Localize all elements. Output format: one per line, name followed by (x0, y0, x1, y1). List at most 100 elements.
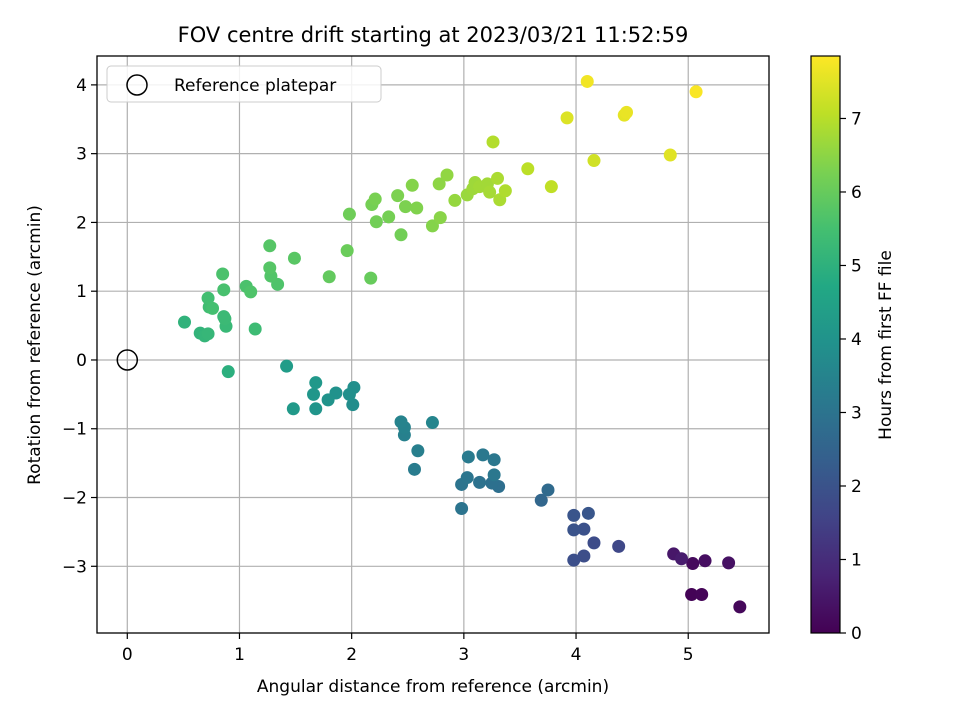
data-point (460, 471, 474, 485)
data-point (567, 508, 581, 522)
colorbar-tick-label: 3 (851, 403, 862, 423)
x-axis-label: Angular distance from reference (arcmin) (257, 677, 609, 697)
data-point (695, 587, 709, 601)
data-point (473, 475, 487, 489)
data-point (263, 261, 277, 275)
y-tick-label: −2 (62, 489, 87, 509)
data-point (410, 201, 424, 215)
x-tick-label: 4 (571, 645, 582, 665)
data-point (342, 207, 356, 221)
data-point (534, 493, 548, 507)
data-point (364, 271, 378, 285)
y-tick-label: 4 (76, 76, 87, 96)
data-point (521, 162, 535, 176)
data-point (541, 483, 555, 497)
grid (97, 56, 769, 633)
legend: Reference platepar (106, 65, 382, 103)
data-point (201, 327, 215, 341)
data-point (340, 244, 354, 258)
data-point (287, 251, 301, 265)
y-tick-label: 3 (76, 145, 87, 165)
data-point (322, 270, 336, 284)
data-point (342, 387, 356, 401)
data-point (217, 310, 231, 324)
data-point (425, 416, 439, 430)
x-tick-label: 1 (234, 645, 245, 665)
data-point (476, 448, 490, 462)
y-tick-label: 0 (76, 351, 87, 371)
data-point (448, 193, 462, 207)
data-point (698, 554, 712, 568)
data-point (620, 105, 634, 119)
data-point (663, 148, 677, 162)
colorbar-ticks: 0 1 2 3 4 5 6 7 (840, 109, 862, 644)
data-point (689, 85, 703, 99)
colorbar-tick-label: 6 (851, 183, 862, 203)
data-point (581, 506, 595, 520)
data-point (206, 301, 220, 315)
plot-frame (96, 55, 770, 634)
y-axis-label: Rotation from reference (arcmin) (25, 205, 45, 485)
legend-box (106, 65, 382, 103)
colorbar-tick-label: 2 (851, 477, 862, 497)
data-point (686, 557, 700, 571)
data-point (309, 402, 323, 416)
data-point (612, 539, 626, 553)
data-point (286, 402, 300, 416)
x-tick-label: 3 (458, 645, 469, 665)
data-point (487, 468, 501, 482)
legend-marker-ring (126, 74, 148, 96)
data-point (674, 552, 688, 566)
data-point (391, 189, 405, 203)
data-point (217, 283, 231, 297)
data-point (560, 111, 574, 125)
colorbar: 0 1 2 3 4 5 6 7 Hours from first FF file (810, 55, 896, 644)
data-point (394, 415, 408, 429)
data-point (544, 180, 558, 194)
data-point (567, 523, 581, 537)
colorbar-gradient (811, 56, 840, 633)
data-point (491, 171, 505, 185)
y-tick-label: −3 (62, 557, 87, 577)
data-point (455, 502, 469, 516)
data-point (587, 536, 601, 550)
data-point (577, 522, 591, 536)
data-point (201, 291, 215, 305)
data-point (309, 376, 323, 390)
colorbar-frame (810, 55, 841, 634)
legend-label: Reference platepar (174, 76, 336, 96)
data-point (178, 315, 192, 329)
data-point (487, 453, 501, 467)
x-tick-label: 0 (122, 645, 133, 665)
data-point (216, 267, 230, 281)
colorbar-tick-label: 1 (851, 550, 862, 570)
data-point (461, 450, 475, 464)
data-point (685, 587, 699, 601)
colorbar-tick-label: 0 (851, 624, 862, 644)
data-point (263, 239, 277, 253)
data-point (733, 600, 747, 614)
reference-marker (116, 349, 139, 371)
x-tick-label: 5 (683, 645, 694, 665)
data-point (368, 192, 382, 206)
data-point (580, 74, 594, 88)
x-axis-ticks: 0 1 2 3 4 5 (122, 633, 694, 665)
data-point (394, 228, 408, 242)
data-point (280, 359, 294, 373)
data-points (116, 74, 747, 614)
data-point (432, 177, 446, 191)
data-point (577, 549, 591, 563)
data-point (567, 553, 581, 567)
chart-title: FOV centre drift starting at 2023/03/21 … (178, 23, 689, 47)
data-point (221, 365, 235, 379)
data-point (587, 154, 601, 168)
data-point (405, 178, 419, 192)
data-point (346, 398, 360, 412)
y-tick-label: 1 (76, 282, 87, 302)
y-tick-label: −1 (62, 420, 87, 440)
data-point (433, 211, 447, 225)
colorbar-tick-label: 4 (851, 330, 862, 350)
data-point (722, 556, 736, 570)
y-axis-ticks: −3 −2 −1 0 1 2 3 4 (62, 76, 97, 577)
